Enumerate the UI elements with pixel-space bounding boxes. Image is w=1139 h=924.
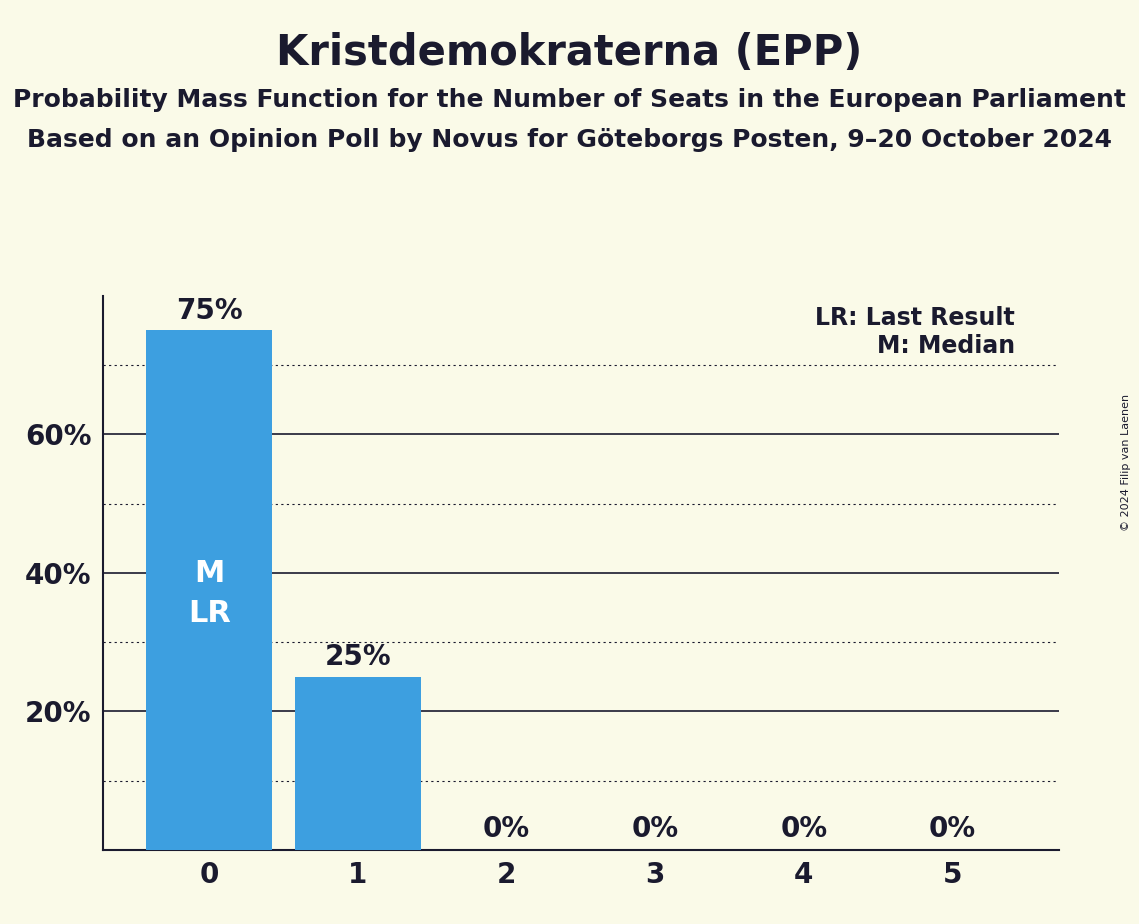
Text: 0%: 0% (483, 815, 530, 843)
Text: 75%: 75% (175, 297, 243, 325)
Bar (146, 331, 272, 850)
Text: M
LR: M LR (188, 559, 230, 628)
Text: LR: Last Result: LR: Last Result (816, 306, 1015, 330)
Text: 0%: 0% (780, 815, 827, 843)
Text: M: Median: M: Median (877, 334, 1015, 358)
Text: Probability Mass Function for the Number of Seats in the European Parliament: Probability Mass Function for the Number… (13, 88, 1126, 112)
Text: 0%: 0% (632, 815, 679, 843)
Text: Based on an Opinion Poll by Novus for Göteborgs Posten, 9–20 October 2024: Based on an Opinion Poll by Novus for Gö… (27, 128, 1112, 152)
Text: © 2024 Filip van Laenen: © 2024 Filip van Laenen (1121, 394, 1131, 530)
Text: 25%: 25% (325, 643, 391, 671)
Bar (295, 676, 421, 850)
Text: Kristdemokraterna (EPP): Kristdemokraterna (EPP) (277, 32, 862, 74)
Text: 0%: 0% (929, 815, 976, 843)
